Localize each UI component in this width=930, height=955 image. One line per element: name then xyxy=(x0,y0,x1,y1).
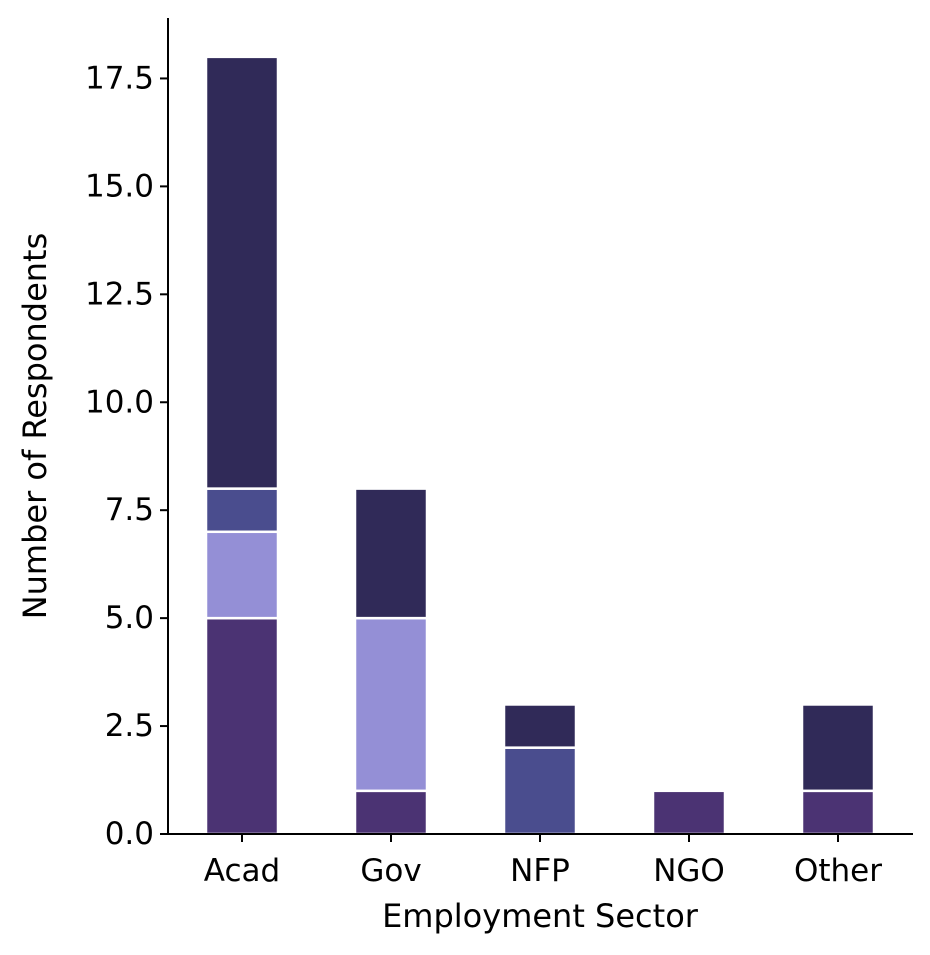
bar-nfp-segment-3 xyxy=(502,746,578,836)
bar-other-segment-1 xyxy=(800,789,876,836)
x-tick-label-ngo: NGO xyxy=(653,853,725,889)
bars-layer xyxy=(204,55,876,836)
bar-acad-segment-3 xyxy=(204,487,280,534)
y-tick-label: 12.5 xyxy=(85,276,154,312)
x-tick-label-other: Other xyxy=(794,853,882,889)
y-tick-label: 5.0 xyxy=(105,600,154,636)
bar-acad-segment-2 xyxy=(204,530,280,620)
bar-gov-segment-1 xyxy=(353,789,429,836)
bar-gov-segment-4 xyxy=(353,487,429,620)
bar-other-segment-4 xyxy=(800,703,876,793)
x-tick-label-nfp: NFP xyxy=(510,853,570,889)
y-tick-label: 7.5 xyxy=(105,492,154,528)
y-tick-label: 2.5 xyxy=(105,708,154,744)
bar-acad-segment-1 xyxy=(204,616,280,836)
bar-nfp-segment-4 xyxy=(502,703,578,749)
x-tick-label-gov: Gov xyxy=(360,853,421,889)
y-axis-ticks: 0.0 2.5 5.0 7.5 10.0 12.5 15.0 17.5 xyxy=(85,60,168,852)
x-axis-ticks: Acad Gov NFP NGO Other xyxy=(204,834,882,889)
bar-acad-segment-4 xyxy=(204,55,280,490)
y-tick-label: 17.5 xyxy=(85,60,154,96)
x-axis-label: Employment Sector xyxy=(382,897,699,935)
bar-gov-segment-2 xyxy=(353,616,429,793)
y-tick-label: 15.0 xyxy=(85,168,154,204)
y-axis-label: Number of Respondents xyxy=(16,233,54,620)
bar-ngo-segment-1 xyxy=(651,789,727,836)
y-tick-label: 10.0 xyxy=(85,384,154,420)
y-tick-label: 0.0 xyxy=(105,816,154,852)
x-tick-label-acad: Acad xyxy=(204,853,280,889)
